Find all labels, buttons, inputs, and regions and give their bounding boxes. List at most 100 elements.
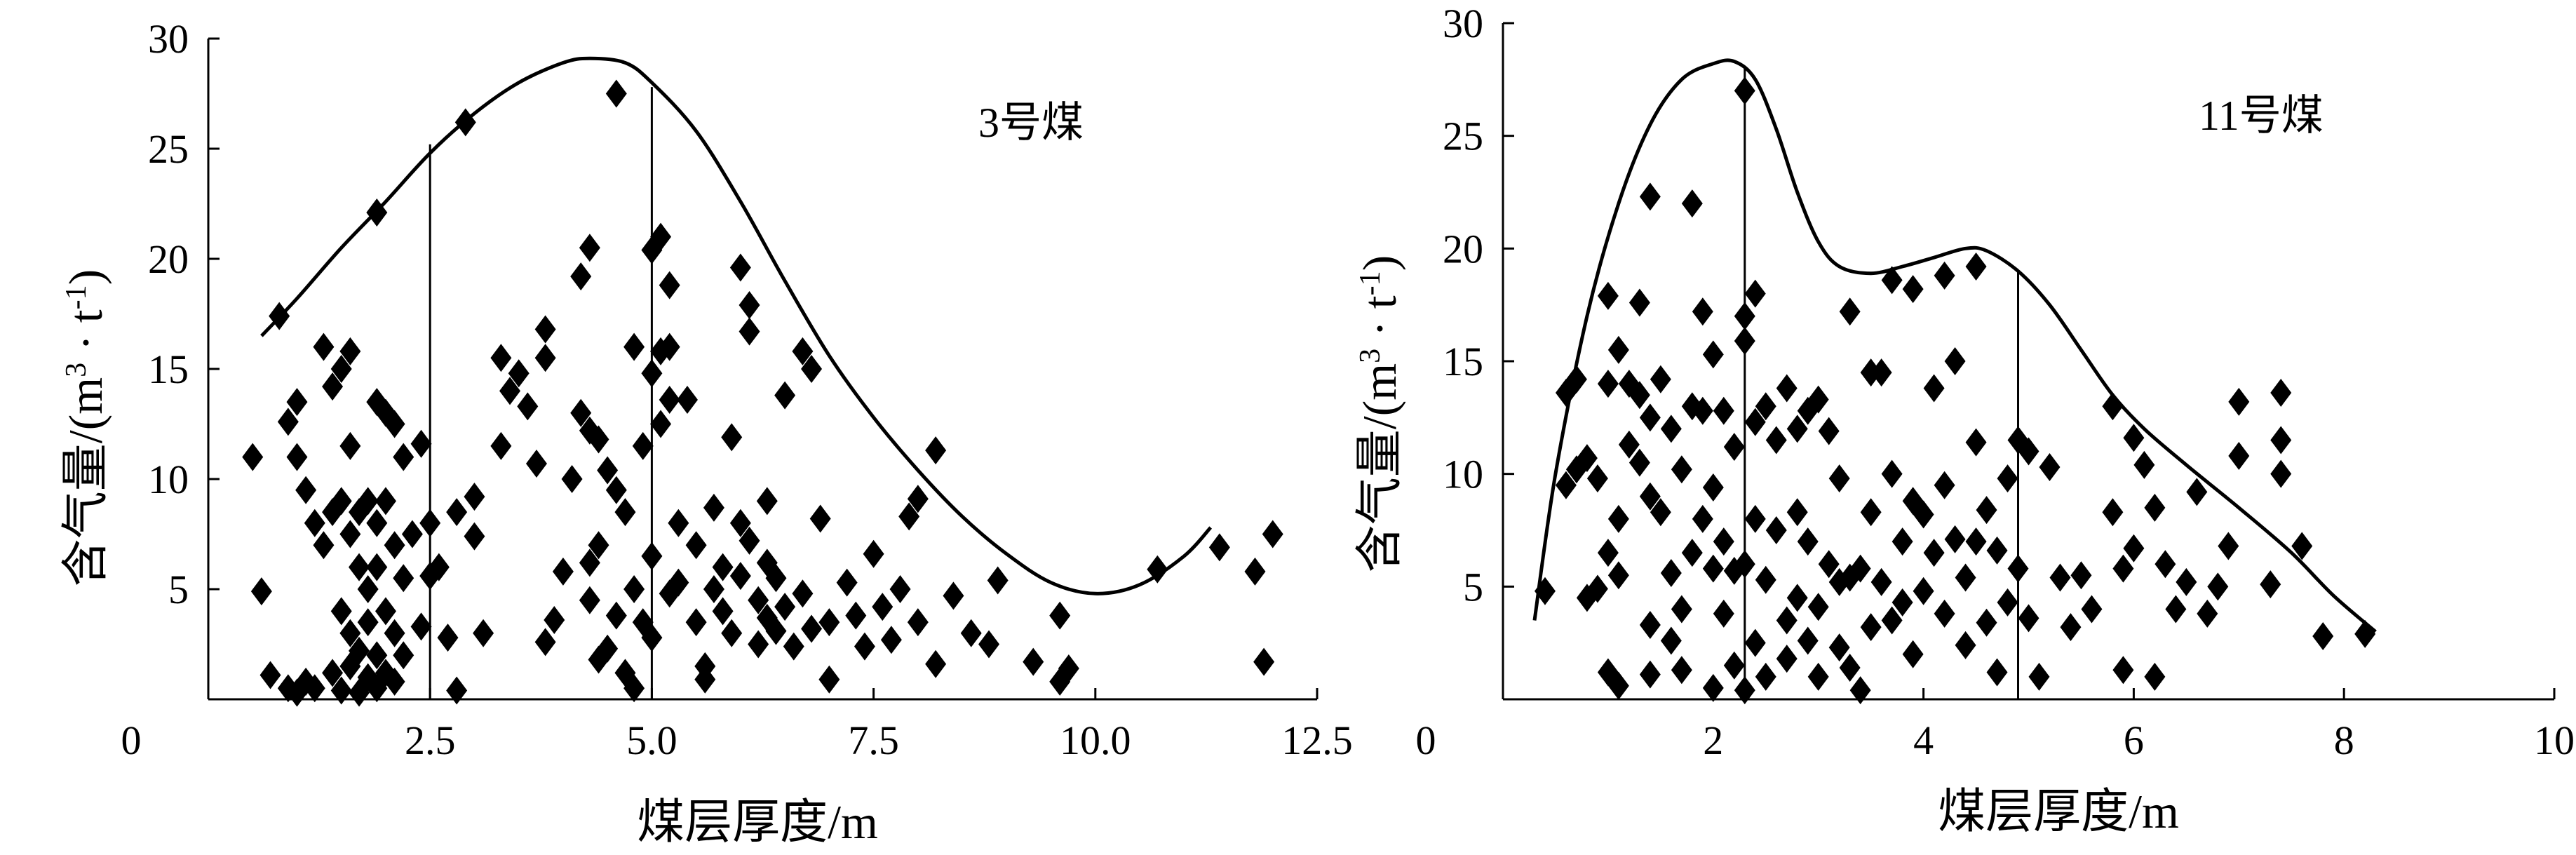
data-point [490,431,512,460]
data-point [1147,555,1168,584]
data-point [454,108,476,137]
data-point [2112,554,2134,583]
data-point [987,566,1009,595]
data-point [2186,478,2208,506]
data-point [880,626,902,654]
data-point [428,553,450,581]
data-point [2270,426,2292,455]
data-point [1786,584,1808,612]
data-point [1692,396,1713,425]
x-tick-label: 2 [1703,718,1723,763]
data-point [898,502,920,531]
x-tick-label: 10.0 [1060,718,1131,763]
data-point [1744,279,1766,308]
tick-labels: 5 10 15 20 25 30 2.5 5.0 7.5 10.0 12.5 0 [121,16,1353,763]
data-point [1713,599,1734,628]
reference-lines [1744,68,2020,699]
origin-label: 0 [121,718,142,763]
data-point [393,443,414,471]
data-point [2207,572,2229,601]
data-point [330,355,352,383]
data-point [269,302,290,330]
data-point [1902,640,1924,668]
data-point [1976,496,1997,525]
data-point [1555,471,1577,499]
data-point [1660,559,1682,588]
data-point [1734,76,1755,105]
data-point [978,630,1000,659]
chart-3-coal: 5 10 15 20 25 30 2.5 5.0 7.5 10.0 12.5 0 3号煤 煤层厚度/m… [59,16,1353,849]
data-point [2144,493,2166,522]
data-point [1923,539,1945,567]
data-point [490,344,512,372]
data-point [623,674,645,703]
data-point [1702,673,1724,702]
y-tick-label: 10 [148,457,189,502]
data-point [1049,601,1071,630]
data-point [605,79,627,108]
data-point [330,676,352,705]
data-point [1849,676,1871,705]
data-point [925,436,947,465]
data-point [1913,500,1934,529]
data-point [925,649,947,678]
data-point [1628,381,1650,410]
y-label-mid: · t [1353,295,1406,349]
data-point [721,423,743,452]
data-point [357,575,379,603]
x-tick-label: 10 [2534,718,2575,763]
data-point [579,586,600,614]
data-point [366,553,388,581]
data-point [1565,365,1587,393]
x-tick-label: 6 [2124,718,2144,763]
data-point [1881,606,1903,635]
data-point [1818,550,1840,579]
data-point [366,509,388,537]
data-point [1755,392,1776,421]
data-point [1807,662,1829,691]
origin-label: 0 [1416,718,1436,763]
data-point [1797,626,1819,655]
data-point [1776,606,1798,635]
data-point [1965,527,1987,556]
data-point [1934,599,1955,628]
y-tick-label: 30 [148,16,189,62]
data-point [2039,453,2061,482]
data-point [384,619,405,647]
data-point [1628,448,1650,477]
data-point [277,408,299,436]
data-point [712,597,734,626]
y-tick-label: 5 [168,567,189,612]
data-point [801,614,823,643]
data-point [1828,464,1850,493]
data-point [1965,253,1987,281]
data-point [349,553,370,581]
data-point [464,522,485,551]
data-point [570,262,592,291]
data-point [1986,536,2008,565]
data-point [845,601,867,630]
data-point [1902,275,1924,304]
y-tick-label: 5 [1463,564,1483,610]
data-point [792,579,814,608]
data-point [588,425,609,454]
data-point [2123,534,2145,563]
data-point [410,612,432,641]
data-point [605,476,627,504]
data-point [774,593,796,621]
data-point [614,498,636,527]
data-point [765,564,787,593]
data-point [783,632,804,661]
data-point [2228,387,2250,416]
data-point [2133,450,2155,479]
y-tick-label: 10 [1443,452,1483,497]
data-point [1713,396,1734,425]
data-point [419,509,441,537]
data-point [739,317,760,346]
x-tick-label: 4 [1913,718,1934,763]
data-point [854,632,875,661]
data-point [1881,266,1903,295]
data-point [2018,604,2039,633]
data-point [286,388,308,417]
data-point [1881,459,1903,488]
